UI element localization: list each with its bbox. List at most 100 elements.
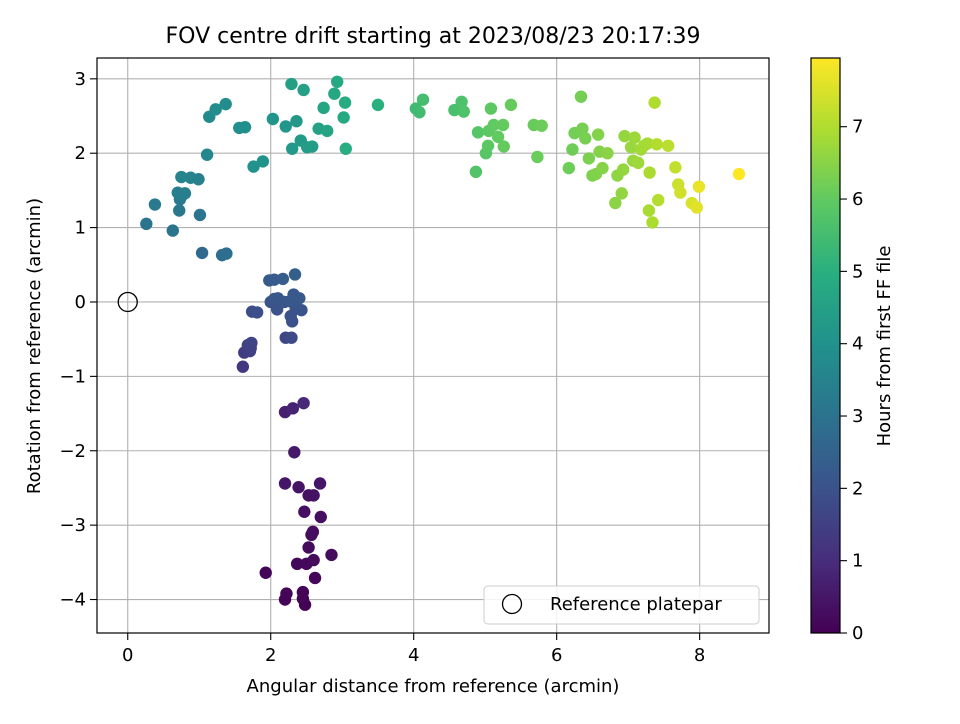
data-point	[302, 541, 315, 554]
data-point	[455, 95, 468, 109]
colorbar-tick-label: 3	[852, 406, 863, 427]
colorbar-ticks: 0 1 2 3 4 5 6 7	[840, 117, 863, 644]
data-point	[287, 288, 300, 301]
chart-title: FOV centre drift starting at 2023/08/23 …	[166, 24, 701, 49]
data-point	[574, 90, 588, 103]
data-point	[193, 208, 207, 222]
data-point	[236, 360, 250, 373]
legend-marker-icon	[501, 593, 523, 615]
data-point	[302, 489, 315, 502]
data-point	[566, 143, 579, 156]
data-point	[416, 93, 430, 106]
data-point	[178, 187, 192, 200]
data-point	[732, 167, 746, 181]
y-tick-label: 0	[75, 292, 86, 313]
data-point	[250, 306, 264, 319]
data-point	[290, 557, 304, 571]
colorbar-tick-label: 4	[852, 334, 863, 355]
data-point	[496, 118, 510, 132]
x-axis-label: Angular distance from reference (arcmin)	[247, 676, 620, 697]
data-points	[140, 75, 746, 611]
data-point	[209, 103, 222, 116]
data-point	[641, 137, 654, 150]
reference-platepar-marker	[117, 291, 138, 313]
data-point	[371, 98, 385, 112]
data-point	[674, 186, 687, 199]
data-point	[166, 224, 179, 237]
data-point	[616, 163, 630, 176]
legend: Reference platepar	[483, 585, 760, 625]
y-axis-label: Rotation from reference (arcmin)	[24, 198, 45, 494]
plot-frame	[96, 57, 770, 634]
data-point	[184, 171, 197, 184]
data-point	[504, 98, 518, 112]
data-point	[651, 193, 665, 207]
data-point	[314, 510, 327, 524]
data-point	[219, 97, 232, 111]
data-point	[285, 331, 298, 344]
data-point	[471, 126, 485, 139]
data-point	[278, 477, 292, 490]
colorbar-tick-label: 0	[852, 623, 863, 644]
data-point	[601, 147, 614, 160]
data-point	[531, 150, 544, 164]
data-point	[448, 103, 461, 117]
y-tick-label: −2	[59, 441, 86, 462]
data-point	[576, 122, 589, 135]
data-point	[140, 217, 153, 231]
data-point	[337, 111, 350, 124]
colorbar-tick-label: 7	[852, 117, 863, 138]
data-point	[313, 477, 327, 490]
data-point	[646, 216, 659, 229]
y-tick-label: −1	[59, 366, 86, 387]
data-point	[662, 139, 675, 152]
data-point	[266, 112, 280, 126]
y-tick-label: 1	[75, 218, 86, 239]
data-point	[582, 152, 596, 165]
data-point	[562, 161, 576, 175]
data-point	[615, 187, 628, 200]
data-point	[238, 120, 252, 134]
colorbar-frame	[810, 57, 841, 634]
data-point	[457, 105, 470, 118]
data-point	[279, 120, 292, 133]
x-tick-label: 4	[408, 645, 419, 666]
data-point	[305, 140, 319, 153]
data-point	[643, 166, 656, 179]
data-point	[305, 528, 318, 542]
data-point	[320, 124, 334, 138]
colorbar-tick-label: 2	[852, 478, 863, 499]
data-point	[481, 139, 495, 152]
data-point	[276, 272, 290, 286]
y-tick-label: 3	[75, 69, 86, 90]
data-point	[579, 132, 592, 145]
data-point	[292, 481, 305, 494]
data-point	[173, 204, 186, 217]
data-point	[296, 585, 310, 599]
data-point	[220, 247, 233, 260]
data-point	[148, 198, 162, 211]
data-point	[669, 161, 682, 174]
data-point	[297, 396, 310, 410]
data-point	[497, 140, 510, 153]
data-point	[484, 102, 498, 115]
y-tick-label: −4	[59, 590, 86, 611]
data-point	[297, 83, 310, 97]
data-point	[690, 201, 703, 214]
data-point	[325, 548, 338, 562]
data-point	[298, 505, 311, 518]
data-point	[247, 160, 260, 173]
data-point	[591, 128, 605, 141]
colorbar: 0 1 2 3 4 5 6 7 Hours from first FF file	[810, 57, 895, 644]
data-point	[535, 119, 548, 132]
data-point	[331, 75, 344, 89]
data-point	[328, 87, 341, 100]
data-point	[200, 148, 214, 161]
data-point	[195, 246, 209, 260]
colorbar-label: Hours from first FF file	[874, 246, 895, 447]
data-point	[491, 130, 505, 144]
colorbar-tick-label: 5	[852, 261, 863, 282]
data-point	[339, 142, 352, 155]
data-point	[308, 571, 322, 585]
